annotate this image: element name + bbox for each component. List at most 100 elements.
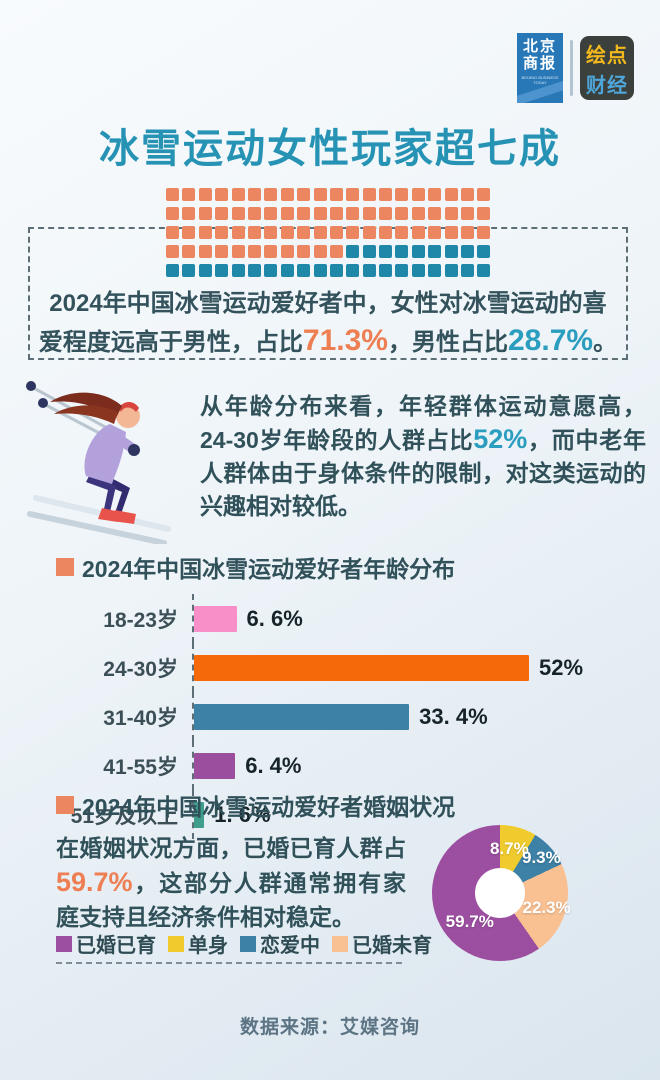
waffle-square-female bbox=[411, 207, 425, 220]
bar-category-label: 18-23岁 bbox=[103, 608, 178, 632]
marriage-para-pre: 在婚姻状况方面，已婚已育人群占 bbox=[56, 835, 406, 861]
legend-swatch bbox=[56, 935, 72, 952]
waffle-square-female bbox=[166, 245, 179, 258]
bar-row: 31-40岁 33. 4% bbox=[40, 692, 640, 741]
waffle-square-female bbox=[215, 188, 229, 201]
waffle-square-female bbox=[346, 226, 360, 239]
bar-value-label: 33. 4% bbox=[419, 703, 488, 729]
waffle-square-female bbox=[477, 188, 491, 201]
waffle-square-female bbox=[198, 245, 212, 258]
waffle-square-female bbox=[198, 188, 212, 201]
marriage-section-header: 2024年中国冰雪运动爱好者婚姻状况 bbox=[56, 788, 455, 822]
gender-line2-end: 。 bbox=[593, 329, 618, 356]
bar-category-label: 31-40岁 bbox=[103, 706, 178, 730]
waffle-square-female bbox=[411, 188, 425, 201]
waffle-square-male bbox=[280, 264, 294, 277]
gender-waffle-chart bbox=[166, 188, 491, 277]
donut-hole bbox=[475, 868, 525, 918]
age-distribution-paragraph: 从年龄分布来看，年轻群体运动意愿高，24-30岁年龄段的人群占比52%，而中老年… bbox=[200, 390, 646, 523]
waffle-square-male bbox=[198, 264, 212, 277]
waffle-square-female bbox=[215, 226, 229, 239]
bar-value-label: 52% bbox=[539, 654, 584, 680]
waffle-square-female bbox=[461, 188, 475, 201]
bar-value-label: 1. 6% bbox=[214, 801, 271, 827]
skier-jacket bbox=[84, 424, 126, 484]
waffle-square-female bbox=[280, 207, 294, 220]
bar-track: 1. 6% bbox=[192, 790, 640, 839]
waffle-square-male bbox=[477, 245, 491, 258]
waffle-square-male bbox=[264, 264, 278, 277]
marriage-para-post: ，这部分人群通常拥有家庭支持且经济条件相对稳定。 bbox=[56, 870, 406, 930]
waffle-square-male bbox=[297, 264, 311, 277]
waffle-square-female bbox=[215, 207, 229, 220]
legend-label: 已婚已育 bbox=[76, 935, 156, 957]
pole-grip bbox=[26, 381, 36, 391]
waffle-square-male bbox=[461, 245, 475, 258]
page-title: 冰雪运动女性玩家超七成 bbox=[99, 127, 561, 171]
bar bbox=[194, 605, 237, 632]
bar bbox=[194, 801, 205, 828]
waffle-square-female bbox=[379, 188, 393, 201]
waffle-square-female bbox=[280, 226, 294, 239]
legend-swatch bbox=[332, 935, 348, 952]
gender-line2-mid: ，男性占比 bbox=[388, 329, 508, 356]
waffle-square-male bbox=[313, 264, 327, 277]
marriage-status-paragraph: 在婚姻状况方面，已婚已育人群占 59.7%，这部分人群通常拥有家庭支持且经济条件相… bbox=[56, 831, 406, 934]
waffle-square-male bbox=[411, 245, 425, 258]
waffle-square-female bbox=[379, 207, 393, 220]
waffle-square-female bbox=[264, 226, 278, 239]
waffle-square-female bbox=[362, 188, 376, 201]
waffle-square-female bbox=[395, 226, 409, 239]
waffle-square-female bbox=[461, 207, 475, 220]
gender-text-line2: 爱程度远高于男性，占比71.3%，男性占比28.7%。 bbox=[30, 322, 626, 361]
male-percentage: 28.7% bbox=[508, 324, 594, 357]
waffle-square-female bbox=[461, 226, 475, 239]
pie-slice-label: 59.7% bbox=[445, 912, 494, 932]
waffle-square-female bbox=[329, 188, 343, 201]
skier-headband bbox=[119, 402, 139, 412]
waffle-square-female bbox=[477, 226, 491, 239]
waffle-square-female bbox=[280, 245, 294, 258]
marriage-highlight-59-7: 59.7% bbox=[56, 867, 133, 897]
waffle-square-female bbox=[264, 207, 278, 220]
bbt-line1: 北京 bbox=[522, 38, 557, 55]
skier-arm bbox=[107, 429, 137, 453]
waffle-square-male bbox=[444, 264, 458, 277]
waffle-square-female bbox=[428, 188, 442, 201]
bbt-caption: BEIJING BUSINESS TODAY bbox=[521, 75, 559, 85]
waffle-square-male bbox=[329, 264, 343, 277]
waffle-square-female bbox=[329, 245, 343, 258]
bar-category-label: 41-55岁 bbox=[103, 755, 178, 779]
bbt-line2: 商报 bbox=[522, 55, 557, 72]
pie-slice-label: 9.3% bbox=[521, 848, 561, 868]
waffle-square-female bbox=[198, 226, 212, 239]
orange-square-bullet-icon bbox=[56, 558, 74, 576]
header-logos: 北京 商报 BEIJING BUSINESS TODAY 绘点 财经 bbox=[517, 33, 634, 103]
waffle-square-male bbox=[362, 264, 376, 277]
waffle-square-male bbox=[166, 264, 179, 277]
waffle-square-female bbox=[182, 245, 196, 258]
waffle-square-female bbox=[362, 226, 376, 239]
waffle-square-male bbox=[231, 264, 245, 277]
bar-row: 18-23岁 6. 6% bbox=[40, 594, 640, 643]
skier-mitten bbox=[128, 444, 140, 456]
waffle-square-female bbox=[444, 188, 458, 201]
waffle-square-male bbox=[461, 264, 475, 277]
waffle-square-female bbox=[231, 207, 245, 220]
skier-hair bbox=[54, 405, 118, 424]
waffle-square-male bbox=[411, 264, 425, 277]
data-source-footer: 数据来源：艾媒咨询 bbox=[239, 1017, 420, 1038]
waffle-square-female bbox=[280, 188, 294, 201]
gender-stat-box: 2024年中国冰雪运动爱好者中，女性对冰雪运动的喜 爱程度远高于男性，占比71.… bbox=[28, 227, 628, 360]
waffle-square-female bbox=[411, 226, 425, 239]
age-para-pre: 从年龄分布来看，年轻群体运动意愿高，24-30岁年龄段的人群占比 bbox=[200, 393, 646, 453]
waffle-square-female bbox=[264, 245, 278, 258]
bar-value-label: 6. 4% bbox=[245, 752, 302, 778]
pie-slice-label: 8.7% bbox=[489, 838, 529, 858]
huidian-line1: 绘点 bbox=[586, 44, 628, 67]
skier-boot bbox=[98, 508, 120, 522]
waffle-square-female bbox=[198, 207, 212, 220]
waffle-square-female bbox=[247, 207, 261, 220]
marriage-donut-chart: 8.7% 9.3% 22.3% 59.7% bbox=[432, 825, 571, 961]
waffle-square-female bbox=[428, 226, 442, 239]
